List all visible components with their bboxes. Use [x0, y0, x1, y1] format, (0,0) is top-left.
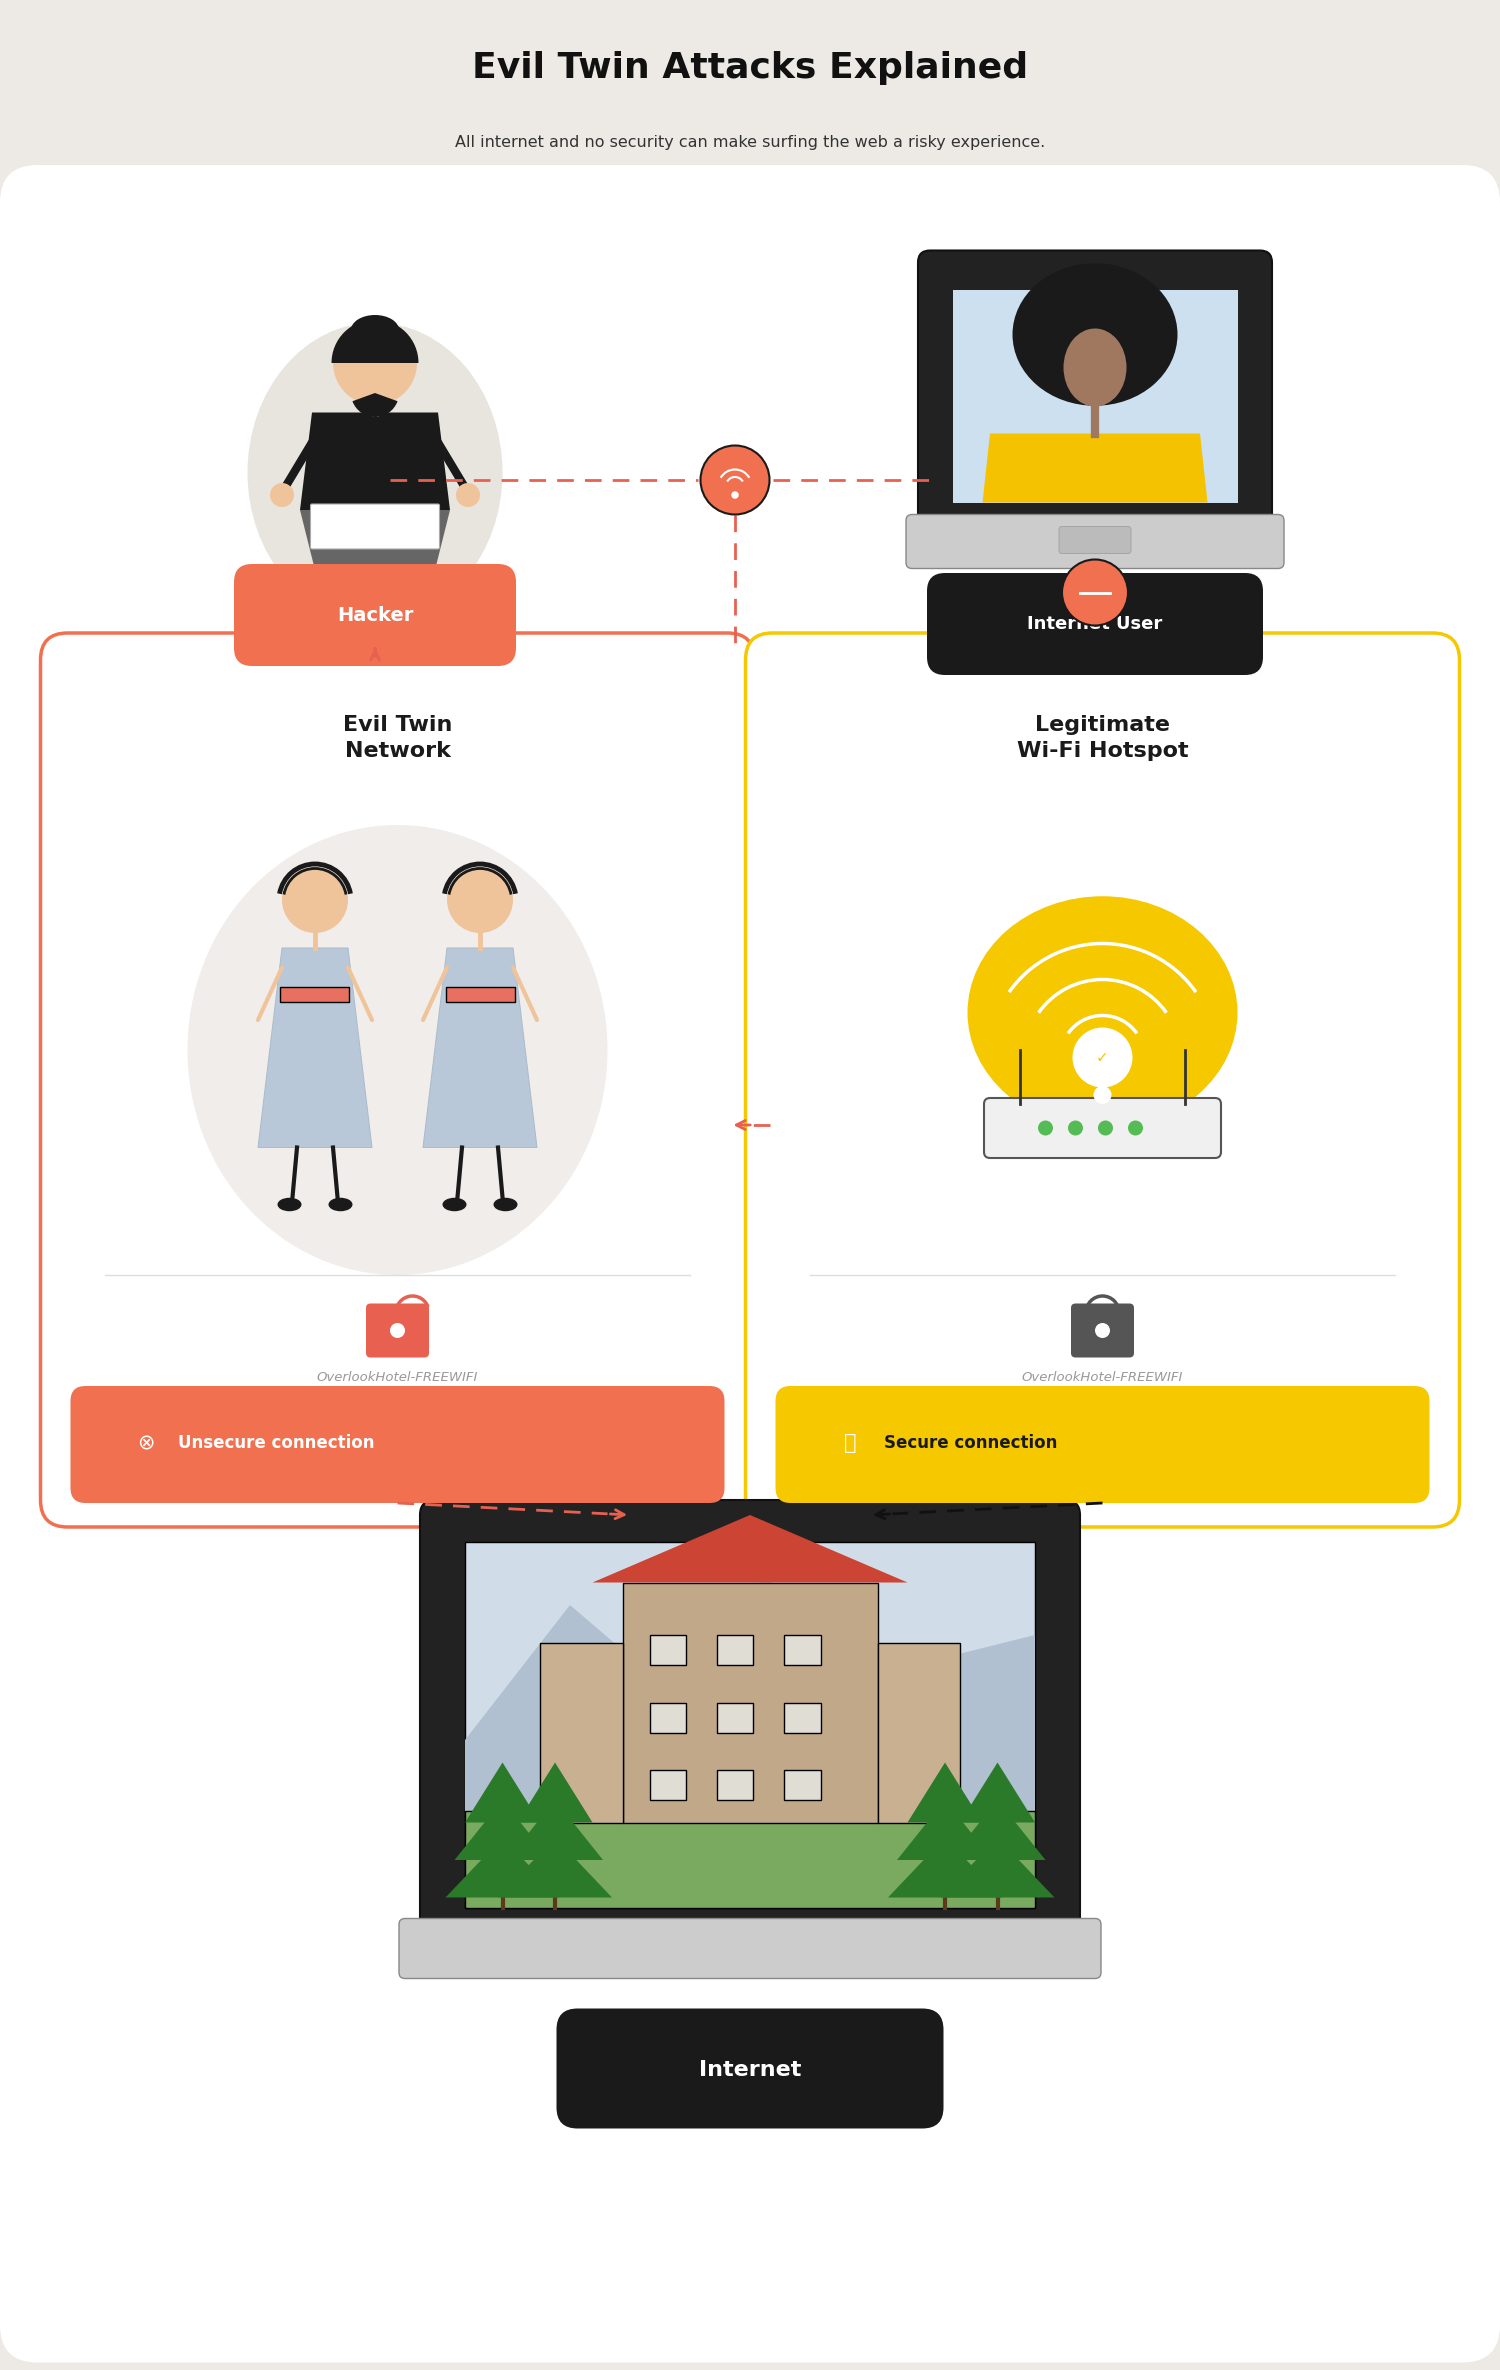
Text: Secure connection: Secure connection [884, 1434, 1058, 1453]
Circle shape [333, 320, 417, 405]
Circle shape [732, 491, 738, 498]
Ellipse shape [188, 825, 608, 1275]
Ellipse shape [1013, 263, 1178, 405]
FancyBboxPatch shape [40, 633, 754, 1526]
Circle shape [270, 483, 294, 507]
Polygon shape [465, 1576, 1035, 1908]
Text: Hacker: Hacker [338, 604, 412, 626]
Wedge shape [352, 393, 398, 417]
Polygon shape [454, 1799, 550, 1860]
Polygon shape [940, 1837, 1054, 1898]
Text: OverlookHotel-FREEWIFI: OverlookHotel-FREEWIFI [316, 1370, 478, 1384]
FancyBboxPatch shape [446, 986, 514, 1003]
Ellipse shape [968, 896, 1238, 1128]
FancyBboxPatch shape [878, 1642, 960, 1823]
Polygon shape [592, 1514, 908, 1583]
Text: Internet: Internet [699, 2060, 801, 2081]
Polygon shape [446, 1837, 560, 1898]
Polygon shape [507, 1799, 603, 1860]
Polygon shape [498, 1837, 612, 1898]
FancyBboxPatch shape [556, 2007, 944, 2128]
FancyBboxPatch shape [784, 1702, 820, 1732]
Circle shape [1095, 1322, 1110, 1339]
FancyBboxPatch shape [952, 289, 1238, 502]
Ellipse shape [351, 315, 399, 346]
FancyBboxPatch shape [918, 251, 1272, 538]
Circle shape [1038, 1121, 1053, 1135]
FancyBboxPatch shape [784, 1770, 820, 1799]
Circle shape [1094, 1085, 1112, 1104]
Ellipse shape [494, 1197, 517, 1211]
Polygon shape [300, 510, 390, 571]
Circle shape [282, 867, 348, 934]
Circle shape [1072, 1029, 1132, 1088]
Polygon shape [888, 1837, 1002, 1898]
FancyBboxPatch shape [465, 1811, 1035, 1908]
Text: ⊗: ⊗ [136, 1434, 154, 1453]
Polygon shape [960, 1763, 1035, 1823]
Circle shape [700, 446, 770, 514]
Ellipse shape [248, 322, 502, 623]
Text: Unsecure connection: Unsecure connection [178, 1434, 375, 1453]
Polygon shape [908, 1763, 983, 1823]
FancyBboxPatch shape [622, 1583, 878, 1823]
FancyBboxPatch shape [784, 1635, 820, 1666]
FancyBboxPatch shape [310, 505, 440, 550]
Ellipse shape [310, 574, 344, 588]
FancyBboxPatch shape [650, 1770, 686, 1799]
FancyBboxPatch shape [465, 1543, 1035, 1908]
FancyBboxPatch shape [280, 986, 350, 1003]
FancyBboxPatch shape [650, 1702, 686, 1732]
FancyBboxPatch shape [746, 633, 1460, 1526]
Text: ⛨: ⛨ [844, 1434, 856, 1453]
FancyBboxPatch shape [0, 166, 1500, 2363]
Circle shape [1062, 559, 1128, 626]
FancyBboxPatch shape [70, 1386, 724, 1503]
Ellipse shape [1064, 329, 1126, 408]
FancyBboxPatch shape [399, 1917, 1101, 1979]
FancyBboxPatch shape [984, 1097, 1221, 1159]
Polygon shape [300, 412, 450, 510]
Text: Evil Twin
Network: Evil Twin Network [344, 716, 452, 761]
FancyBboxPatch shape [906, 514, 1284, 569]
Text: Internet User: Internet User [1028, 614, 1162, 633]
Polygon shape [982, 434, 1208, 502]
Circle shape [447, 867, 513, 934]
Ellipse shape [278, 1197, 302, 1211]
Ellipse shape [442, 1197, 466, 1211]
Polygon shape [950, 1799, 1046, 1860]
FancyBboxPatch shape [366, 1304, 429, 1358]
Text: ✓: ✓ [1096, 1050, 1108, 1064]
Ellipse shape [328, 1197, 352, 1211]
FancyBboxPatch shape [1059, 526, 1131, 555]
Text: All internet and no security can make surfing the web a risky experience.: All internet and no security can make su… [454, 135, 1046, 149]
FancyBboxPatch shape [717, 1770, 753, 1799]
FancyBboxPatch shape [650, 1635, 686, 1666]
Polygon shape [897, 1799, 993, 1860]
Circle shape [1128, 1121, 1143, 1135]
Polygon shape [360, 510, 450, 571]
Circle shape [1098, 1121, 1113, 1135]
FancyBboxPatch shape [540, 1642, 622, 1823]
FancyBboxPatch shape [776, 1386, 1430, 1503]
Polygon shape [518, 1763, 593, 1823]
Text: Legitimate
Wi-Fi Hotspot: Legitimate Wi-Fi Hotspot [1017, 716, 1188, 761]
Circle shape [390, 1322, 405, 1339]
Circle shape [1068, 1121, 1083, 1135]
FancyBboxPatch shape [927, 574, 1263, 675]
FancyBboxPatch shape [234, 564, 516, 666]
Circle shape [456, 483, 480, 507]
Ellipse shape [406, 574, 439, 588]
Polygon shape [423, 948, 537, 1147]
FancyBboxPatch shape [420, 1500, 1080, 1951]
FancyBboxPatch shape [1071, 1304, 1134, 1358]
FancyBboxPatch shape [717, 1702, 753, 1732]
Text: OverlookHotel-FREEWIFI: OverlookHotel-FREEWIFI [1022, 1370, 1184, 1384]
Text: Evil Twin Attacks Explained: Evil Twin Attacks Explained [472, 50, 1028, 85]
Polygon shape [465, 1763, 540, 1823]
Wedge shape [332, 320, 419, 363]
FancyBboxPatch shape [717, 1635, 753, 1666]
Polygon shape [258, 948, 372, 1147]
